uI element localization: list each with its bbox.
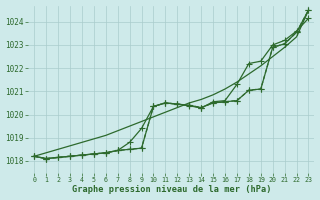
X-axis label: Graphe pression niveau de la mer (hPa): Graphe pression niveau de la mer (hPa) xyxy=(72,185,271,194)
